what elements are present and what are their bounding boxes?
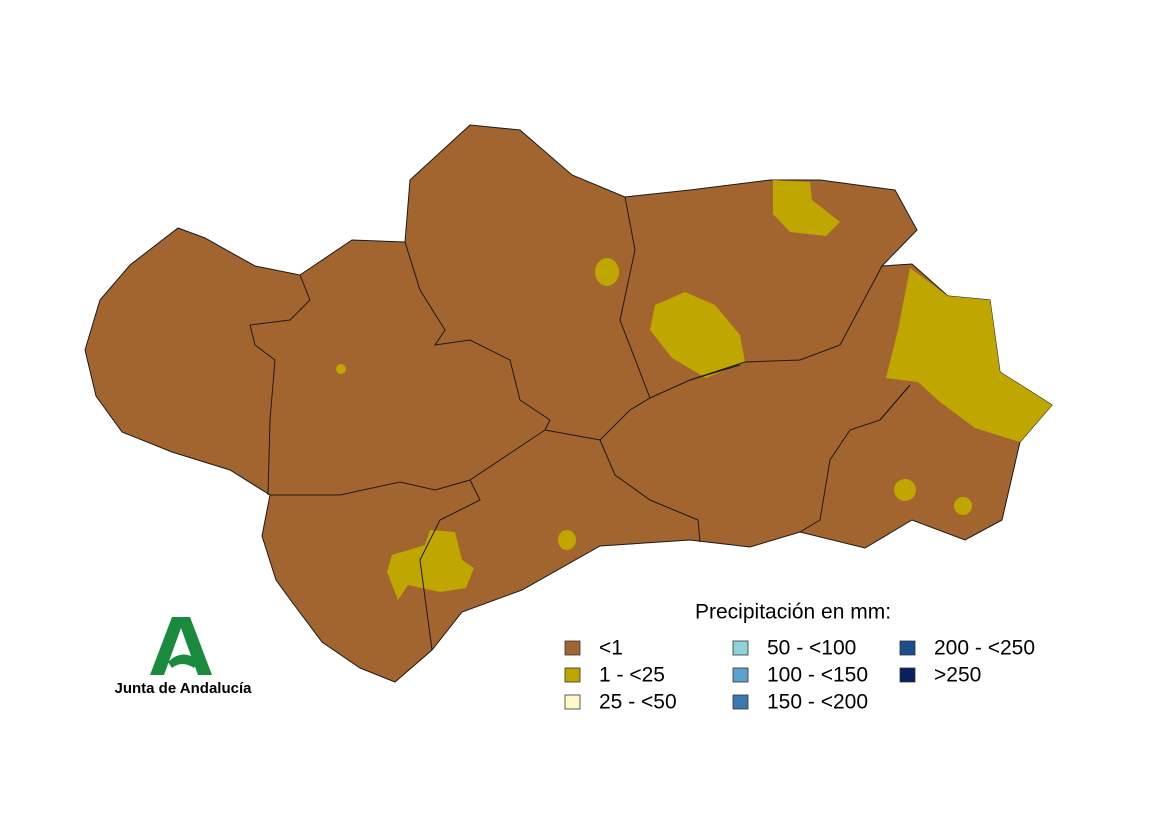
patch bbox=[650, 292, 745, 378]
legend-title: Precipitación en mm: bbox=[695, 601, 891, 624]
legend-label: 150 - <200 bbox=[767, 691, 868, 714]
legend-swatch bbox=[564, 640, 581, 656]
precip-patches bbox=[336, 180, 1052, 600]
region-map bbox=[84, 124, 1053, 683]
legend-label: >250 bbox=[934, 664, 981, 687]
logo-text: Junta de Andalucía bbox=[115, 680, 253, 697]
legend-swatch bbox=[732, 640, 749, 656]
legend-label: 200 - <250 bbox=[934, 637, 1035, 660]
legend-swatch bbox=[732, 667, 749, 683]
legend: Precipitación en mm: <1 1 - <25 25 - <50 50… bbox=[564, 601, 1035, 714]
patch bbox=[773, 180, 840, 236]
patch bbox=[336, 364, 346, 374]
patch bbox=[886, 268, 1052, 442]
patch bbox=[387, 530, 474, 600]
legend-swatch bbox=[899, 667, 916, 683]
legend-label: 1 - <25 bbox=[599, 664, 665, 687]
legend-swatch bbox=[564, 694, 581, 710]
patch bbox=[954, 497, 972, 515]
legend-label: <1 bbox=[599, 637, 623, 660]
logo-mark-curve bbox=[168, 654, 198, 668]
legend-swatch bbox=[564, 667, 581, 683]
legend-label: 100 - <150 bbox=[767, 664, 868, 687]
region-shape bbox=[84, 124, 1053, 683]
province-borders bbox=[249, 196, 911, 651]
logo: Junta de Andalucía bbox=[115, 617, 253, 697]
logo-mark bbox=[150, 617, 212, 675]
patch bbox=[558, 530, 576, 550]
legend-swatch bbox=[732, 694, 749, 710]
legend-label: 25 - <50 bbox=[599, 691, 677, 714]
patch bbox=[894, 479, 916, 501]
legend-swatch bbox=[899, 640, 916, 656]
patch bbox=[595, 258, 619, 286]
legend-label: 50 - <100 bbox=[767, 637, 856, 660]
